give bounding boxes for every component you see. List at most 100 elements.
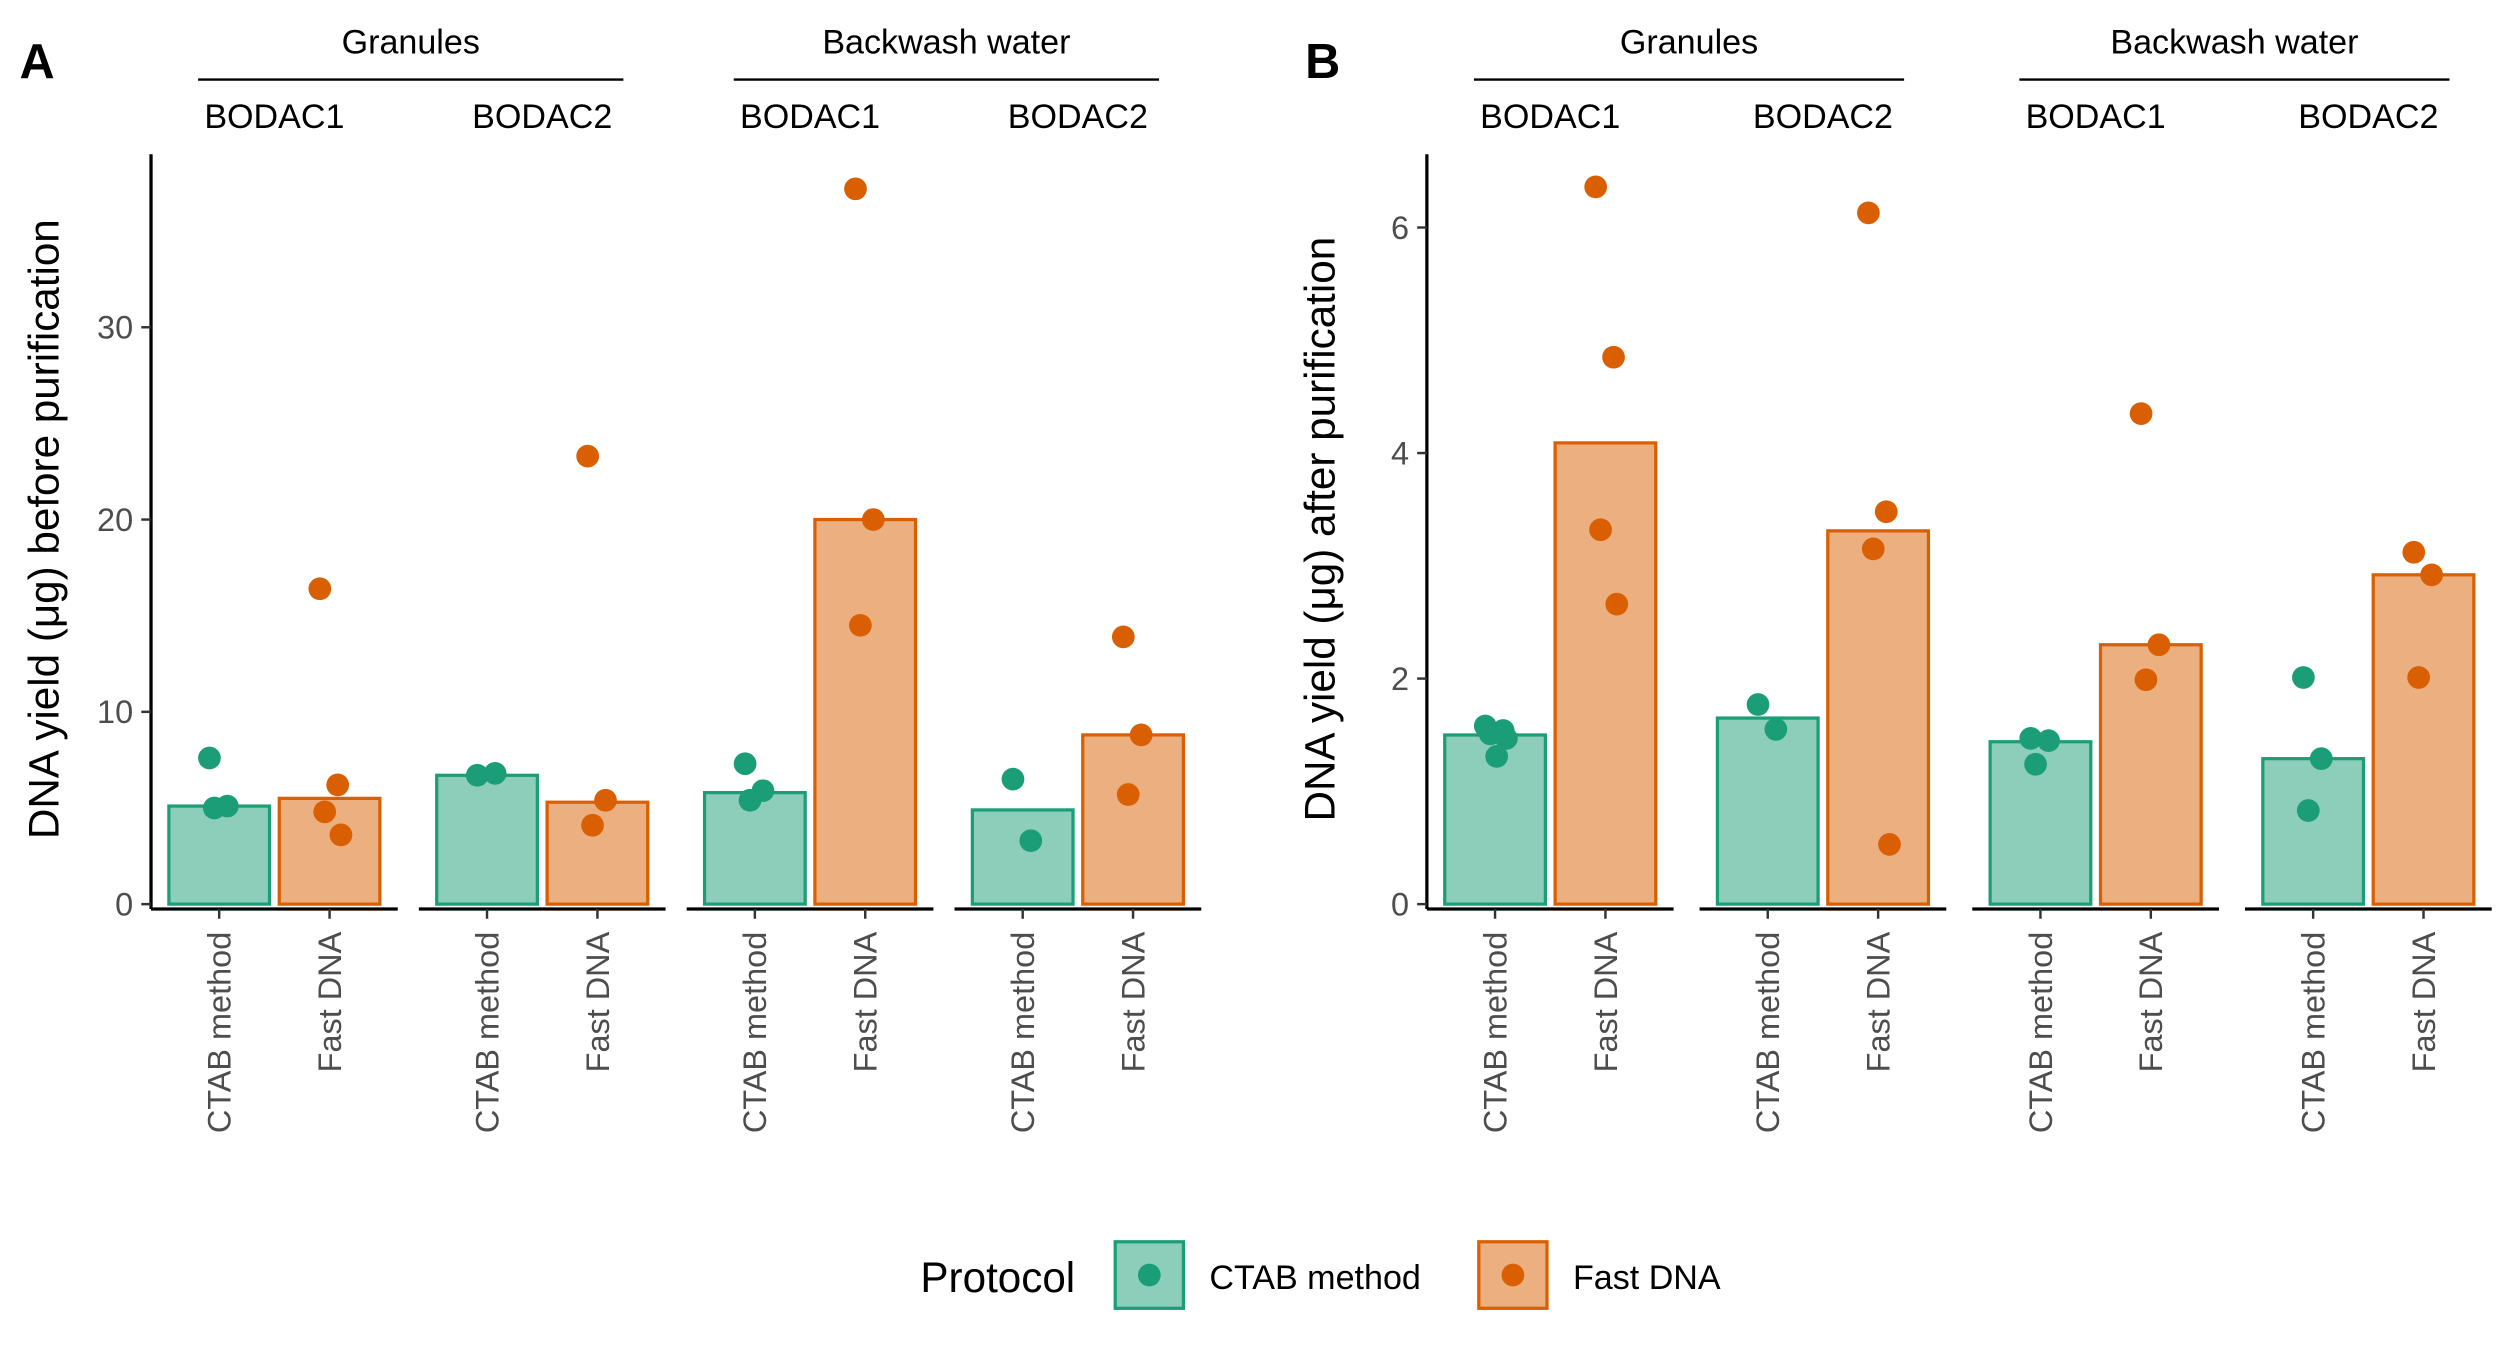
legend-key-point [1137, 1263, 1161, 1287]
data-point [1605, 592, 1629, 616]
bar [813, 517, 918, 906]
group-label: Backwash water [822, 24, 1070, 62]
data-point [1764, 717, 1788, 741]
x-tick-label: CTAB method [202, 932, 238, 1133]
data-point [581, 813, 604, 837]
data-point [1129, 723, 1153, 747]
panel-label: A [20, 35, 55, 89]
y-tick-label: 2 [1391, 661, 1409, 697]
bar [1553, 441, 1658, 906]
data-point [326, 773, 350, 797]
y-tick-label: 10 [97, 694, 133, 730]
bar [277, 796, 382, 906]
data-point [1111, 625, 1135, 649]
data-point [198, 746, 221, 770]
y-tick-label: 0 [1391, 886, 1409, 922]
data-point [465, 763, 489, 787]
data-point [313, 800, 337, 824]
x-tick-label: CTAB method [1750, 932, 1786, 1133]
data-point [1495, 726, 1518, 750]
facet-label: BODAC1 [1480, 98, 1620, 136]
facet-label: BODAC1 [2026, 98, 2166, 136]
group-label: Granules [1620, 24, 1758, 62]
facet-label: BODAC1 [204, 98, 344, 136]
x-tick-label: Fast DNA [1860, 931, 1896, 1072]
data-point [2292, 666, 2315, 689]
x-tick-label: CTAB method [2296, 932, 2332, 1133]
data-point [1019, 829, 1043, 853]
data-point [1602, 345, 1625, 369]
data-point [733, 752, 757, 776]
data-point [1861, 537, 1885, 561]
data-point [2024, 752, 2047, 776]
bar [545, 800, 650, 906]
y-tick-label: 20 [97, 502, 133, 538]
facet-label: BODAC2 [1008, 98, 1148, 136]
bar [167, 804, 272, 906]
panel-label: B [1305, 35, 1340, 89]
legend-label: CTAB method [1209, 1259, 1421, 1297]
data-point [1485, 745, 1509, 768]
x-tick-label: Fast DNA [1588, 931, 1624, 1072]
group-label: Granules [342, 24, 480, 62]
data-point [738, 788, 762, 812]
data-point [1589, 518, 1612, 542]
data-point [2296, 799, 2320, 822]
bar [1715, 716, 1820, 906]
bar [2261, 757, 2366, 906]
x-tick-label: Fast DNA [2406, 931, 2442, 1072]
bar [702, 790, 807, 906]
data-point [844, 177, 867, 201]
legend-key-point [1501, 1263, 1525, 1287]
data-point [594, 788, 617, 812]
data-point [2129, 402, 2153, 425]
bar [1826, 529, 1931, 906]
x-tick-label: Fast DNA [580, 931, 616, 1072]
x-tick-label: Fast DNA [1115, 931, 1151, 1072]
y-tick-label: 4 [1391, 435, 1409, 471]
y-tick-label: 0 [115, 886, 133, 922]
data-point [1857, 201, 1880, 225]
x-tick-label: CTAB method [1005, 932, 1041, 1133]
facet-label: BODAC1 [740, 98, 880, 136]
x-tick-label: Fast DNA [848, 931, 884, 1072]
legend-title: Protocol [920, 1254, 1075, 1301]
facet-label: BODAC2 [472, 98, 612, 136]
x-tick-label: CTAB method [1477, 932, 1513, 1133]
data-point [202, 796, 226, 820]
legend-label: Fast DNA [1573, 1259, 1721, 1297]
bar [1081, 733, 1186, 906]
y-tick-label: 6 [1391, 210, 1409, 246]
bar [970, 808, 1075, 906]
data-point [483, 762, 507, 785]
data-point [576, 444, 600, 468]
data-point [2147, 633, 2171, 657]
y-tick-label: 30 [97, 310, 133, 346]
data-point [2407, 666, 2431, 689]
y-axis-title: DNA yield (μg) after purification [1296, 237, 1343, 822]
x-tick-label: Fast DNA [2133, 931, 2169, 1072]
facet-label: BODAC2 [2298, 98, 2438, 136]
data-point [2420, 563, 2444, 587]
data-point [308, 577, 332, 601]
data-point [2037, 729, 2060, 752]
data-point [849, 613, 872, 637]
data-point [1874, 500, 1898, 524]
data-point [861, 508, 885, 531]
data-point [1116, 783, 1140, 806]
x-tick-label: CTAB method [2023, 932, 2059, 1133]
bar [2371, 573, 2476, 906]
data-point [2309, 747, 2333, 771]
group-label: Backwash water [2110, 24, 2358, 62]
data-point [2134, 668, 2158, 692]
x-tick-label: CTAB method [469, 932, 505, 1133]
y-axis-title: DNA yield (μg) before purification [20, 219, 67, 839]
data-point [1001, 767, 1025, 791]
data-point [329, 823, 353, 847]
data-point [2019, 726, 2043, 750]
bar [435, 773, 539, 906]
x-tick-label: Fast DNA [312, 931, 348, 1072]
data-point [2402, 540, 2426, 564]
